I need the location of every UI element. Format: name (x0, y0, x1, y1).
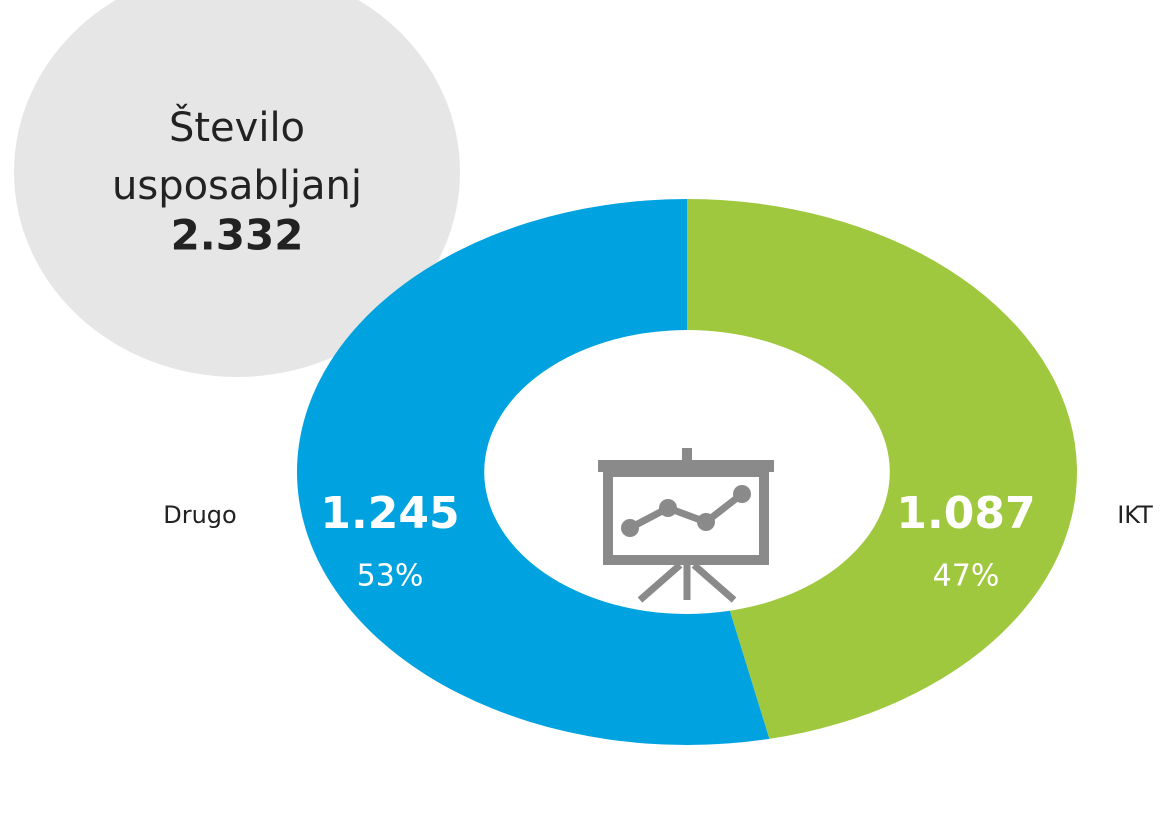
title-line: Število (169, 103, 305, 151)
percentage-label: 53% (357, 559, 424, 594)
percentage-label: 47% (933, 559, 1000, 594)
total-bubble (14, 0, 460, 377)
value-label: 1.087 (896, 488, 1035, 539)
donut (297, 199, 1077, 745)
donut-segment (687, 199, 1077, 739)
value-label: 1.245 (320, 488, 459, 539)
icon (598, 448, 774, 603)
title-line: usposabljanj (112, 163, 362, 209)
total-label: 2.332 (171, 211, 304, 260)
category-label: IKT (1117, 501, 1153, 529)
category-label: Drugo (163, 501, 236, 529)
donut-segment (297, 199, 770, 745)
